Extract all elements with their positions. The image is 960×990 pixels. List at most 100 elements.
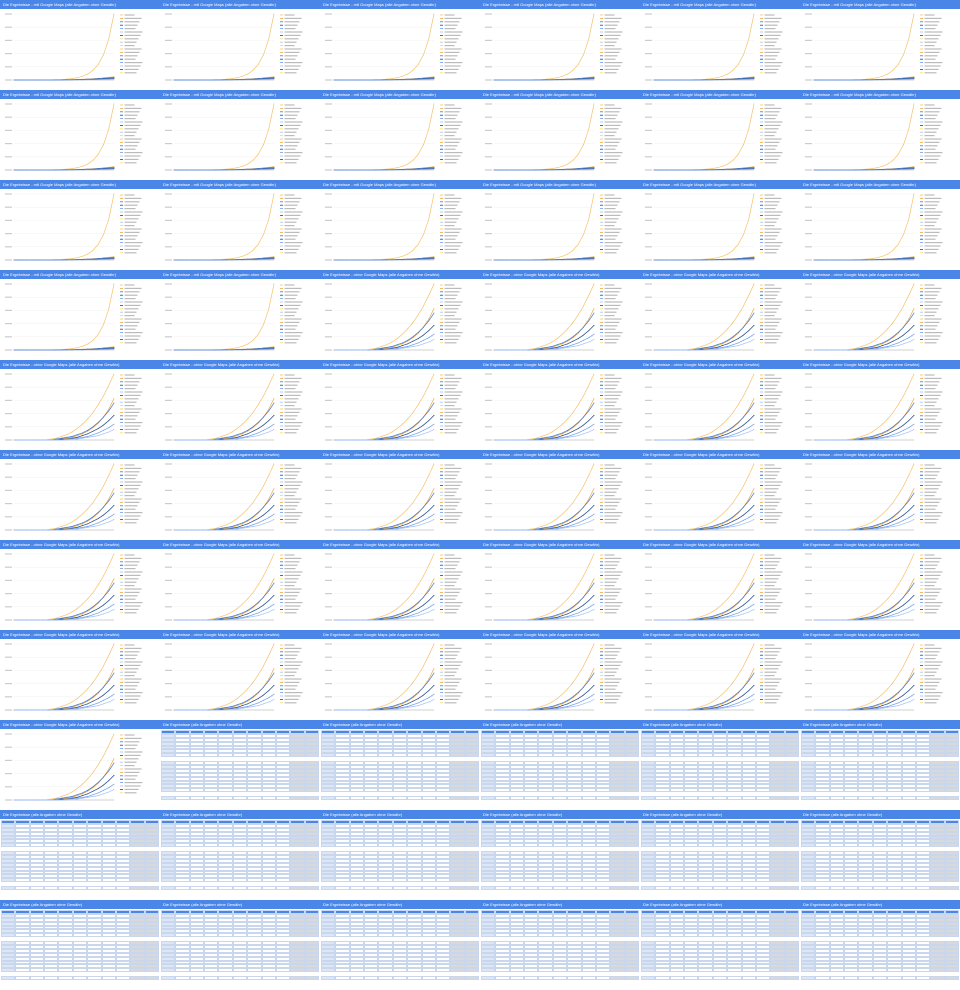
data-point <box>108 474 110 476</box>
data-point <box>685 439 687 441</box>
legend-label <box>764 208 776 210</box>
chart-area <box>162 10 318 89</box>
chart-thumbnail[interactable]: Die Ergebnisse - mit Google Maps (alle A… <box>800 90 960 180</box>
data-point <box>897 314 899 316</box>
data-point <box>407 436 409 437</box>
data-point <box>860 169 862 171</box>
y-tick-label <box>485 309 492 311</box>
chart-thumbnail[interactable]: Die Ergebnisse - mit Google Maps (alle A… <box>480 0 640 90</box>
chart-thumbnail[interactable]: Die Ergebnisse - ohne Google Maps (alle … <box>320 270 480 360</box>
y-tick-label <box>5 193 12 195</box>
y-tick-label <box>5 516 12 518</box>
chart-thumbnail[interactable]: Die Ergebnisse - mit Google Maps (alle A… <box>320 90 480 180</box>
legend-label <box>764 218 779 220</box>
data-point <box>375 437 377 439</box>
chart-thumbnail[interactable]: Die Ergebnisse - mit Google Maps (alle A… <box>160 180 320 270</box>
y-tick-label <box>645 323 652 325</box>
legend-label <box>604 287 622 289</box>
chart-thumbnail[interactable]: Die Ergebnisse - ohne Google Maps (alle … <box>320 360 480 450</box>
chart-thumbnail[interactable]: Die Ergebnisse - mit Google Maps (alle A… <box>800 0 960 90</box>
chart-thumbnail[interactable]: Die Ergebnisse - mit Google Maps (alle A… <box>800 180 960 270</box>
legend-label <box>764 141 780 143</box>
chart-thumbnail[interactable]: Die Ergebnisse - mit Google Maps (alle A… <box>0 0 160 90</box>
y-tick-label <box>485 13 492 15</box>
data-point <box>76 438 78 440</box>
legend-label <box>284 304 301 306</box>
data-point <box>913 324 915 326</box>
data-point <box>504 79 505 81</box>
data-point <box>103 433 104 435</box>
chart-thumbnail[interactable]: Die Ergebnisse - mit Google Maps (alle A… <box>0 180 160 270</box>
chart-thumbnail[interactable]: Die Ergebnisse - mit Google Maps (alle A… <box>480 90 640 180</box>
chart-thumbnail[interactable]: Die Ergebnisse - mit Google Maps (alle A… <box>160 0 320 90</box>
data-point <box>561 432 563 434</box>
data-point <box>721 433 723 435</box>
data-point <box>184 79 185 81</box>
data-point <box>577 63 579 65</box>
chart-thumbnail[interactable]: Die Ergebnisse - mit Google Maps (alle A… <box>0 270 160 360</box>
data-point <box>743 339 744 341</box>
data-point <box>866 259 868 261</box>
data-point <box>97 432 99 434</box>
data-point <box>189 169 191 171</box>
legend-label <box>924 204 938 206</box>
chart-thumbnail[interactable]: Die Ergebnisse - mit Google Maps (alle A… <box>160 90 320 180</box>
legend-label <box>284 131 297 133</box>
data-point <box>721 345 723 347</box>
data-point <box>561 342 563 344</box>
data-point <box>263 77 264 79</box>
data-point <box>396 344 398 346</box>
data-point <box>567 436 569 438</box>
data-point <box>913 283 915 285</box>
series-line <box>14 463 115 531</box>
series-line <box>334 168 435 171</box>
legend-label <box>604 58 616 60</box>
chart-thumbnail[interactable]: Die Ergebnisse - mit Google Maps (alle A… <box>320 180 480 270</box>
data-point <box>748 330 750 332</box>
data-point <box>561 435 563 437</box>
data-point <box>913 167 915 169</box>
y-tick-label <box>165 336 172 338</box>
chart-thumbnail[interactable]: Die Ergebnisse - ohne Google Maps (alle … <box>480 270 640 360</box>
legend-label <box>124 342 137 344</box>
data-point <box>834 79 836 81</box>
data-point <box>561 433 563 435</box>
data-point <box>268 128 270 130</box>
chart-thumbnail[interactable]: Die Ergebnisse - ohne Google Maps (alle … <box>800 360 960 450</box>
chart-thumbnail[interactable]: Die Ergebnisse - mit Google Maps (alle A… <box>320 0 480 90</box>
data-point <box>743 258 744 260</box>
data-point <box>241 79 243 81</box>
chart-thumbnail[interactable]: Die Ergebnisse - mit Google Maps (alle A… <box>640 180 800 270</box>
y-tick-label <box>645 169 652 171</box>
data-point <box>103 234 104 236</box>
data-point <box>386 438 388 440</box>
chart-thumbnail[interactable]: Die Ergebnisse - mit Google Maps (alle A… <box>640 0 800 90</box>
chart-thumbnail[interactable]: Die Ergebnisse - mit Google Maps (alle A… <box>480 180 640 270</box>
series-line <box>174 348 275 351</box>
data-point <box>546 79 548 81</box>
legend-label <box>444 321 460 323</box>
data-point <box>113 167 115 169</box>
chart-thumbnail[interactable]: Die Ergebnisse - mit Google Maps (alle A… <box>160 270 320 360</box>
chart-thumbnail[interactable]: Die Ergebnisse - ohne Google Maps (alle … <box>800 270 960 360</box>
data-point <box>55 438 57 440</box>
data-point <box>13 259 15 261</box>
chart-thumbnail[interactable]: Die Ergebnisse - ohne Google Maps (alle … <box>640 270 800 360</box>
data-point <box>588 167 590 169</box>
chart-thumbnail[interactable]: Die Ergebnisse - ohne Google Maps (alle … <box>0 360 160 450</box>
series-line <box>174 398 275 441</box>
chart-thumbnail[interactable]: Die Ergebnisse - mit Google Maps (alle A… <box>0 90 160 180</box>
legend-label <box>764 38 779 40</box>
chart-thumbnail[interactable]: Die Ergebnisse - mit Google Maps (alle A… <box>640 90 800 180</box>
chart-thumbnail[interactable]: Die Ergebnisse - ohne Google Maps (alle … <box>160 360 320 450</box>
data-point <box>876 438 878 440</box>
y-tick-label <box>645 206 652 208</box>
chart-thumbnail[interactable]: Die Ergebnisse - ohne Google Maps (alle … <box>0 450 160 540</box>
chart-thumbnail[interactable]: Die Ergebnisse - ohne Google Maps (alle … <box>480 360 640 450</box>
legend-label <box>284 415 298 417</box>
data-point <box>860 437 862 439</box>
data-point <box>359 439 361 441</box>
legend-label <box>764 374 775 376</box>
y-tick-label <box>5 103 12 105</box>
chart-thumbnail[interactable]: Die Ergebnisse - ohne Google Maps (alle … <box>640 360 800 450</box>
